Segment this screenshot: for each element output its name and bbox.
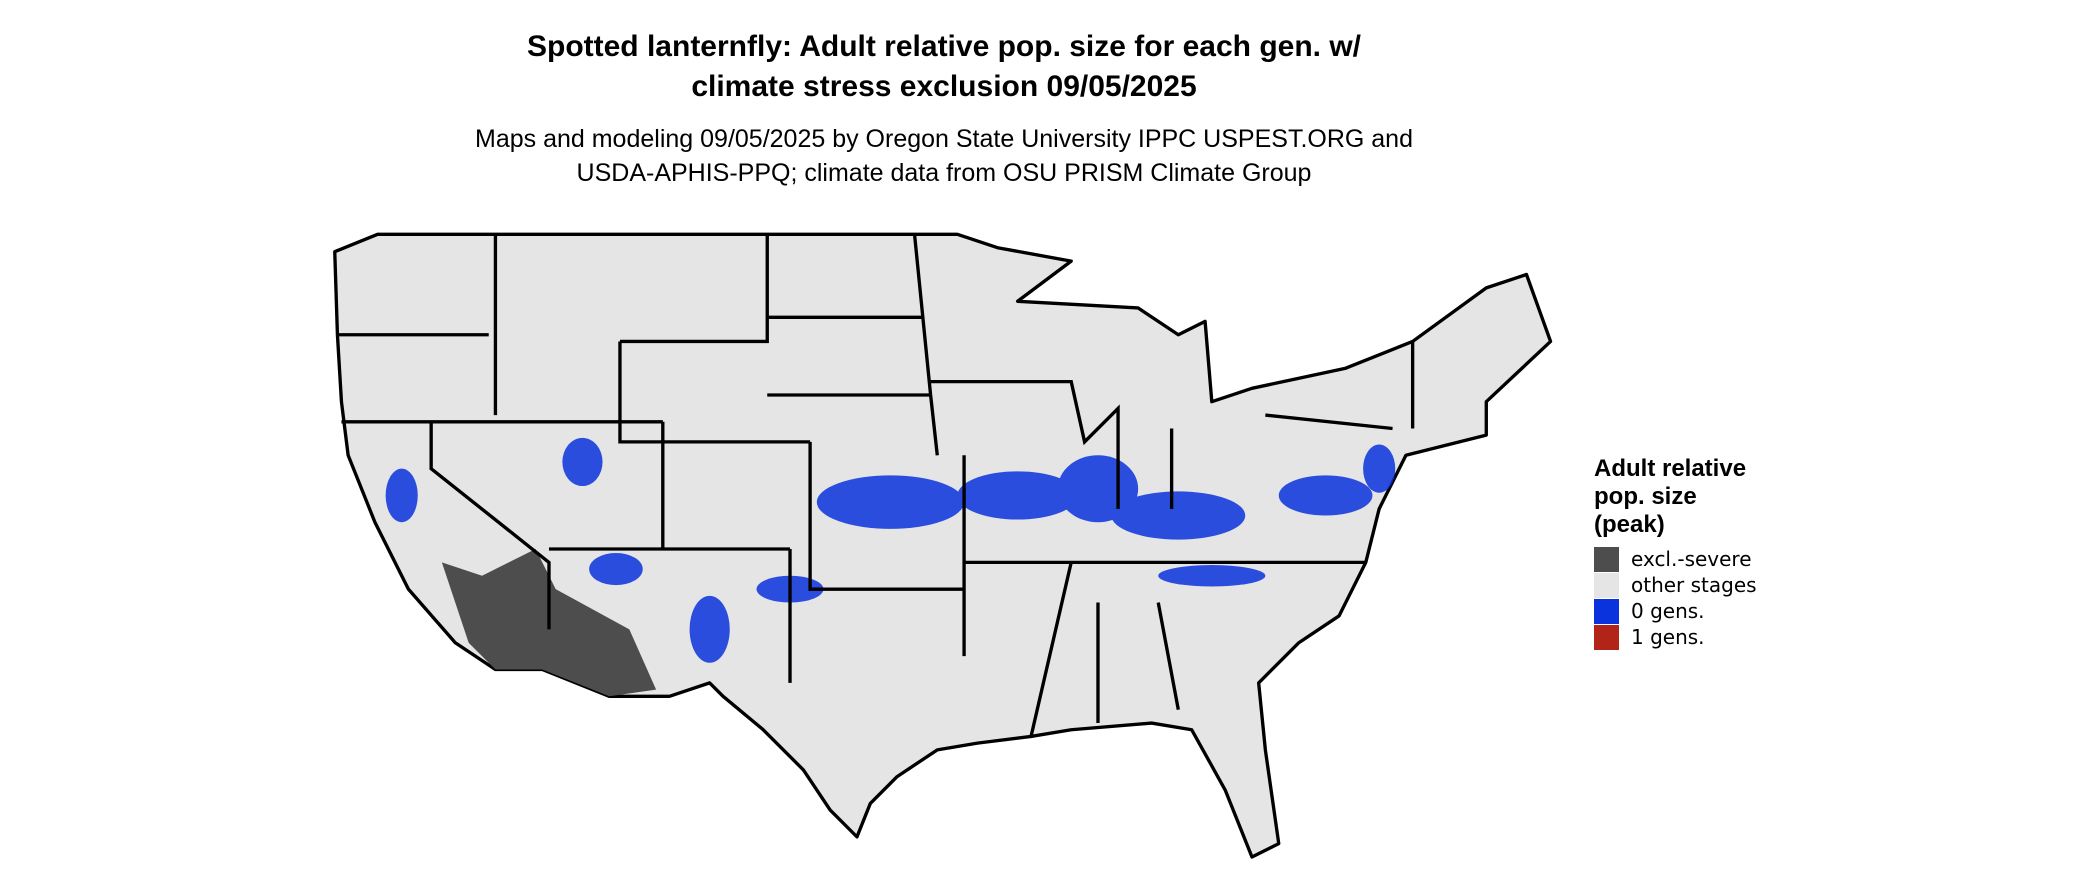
- title-line: Spotted lanternfly: Adult relative pop. …: [527, 30, 1362, 63]
- legend-title-line: pop. size: [1594, 483, 1697, 510]
- legend-label: 0 gens.: [1631, 599, 1705, 623]
- us-outline: [333, 232, 1553, 859]
- legend-swatch: [1594, 547, 1619, 572]
- subtitle-line: USDA-APHIS-PPQ; climate data from OSU PR…: [577, 159, 1312, 187]
- legend-label: other stages: [1631, 573, 1757, 597]
- subtitle-line: Maps and modeling 09/05/2025 by Oregon S…: [475, 125, 1413, 153]
- legend-title-line: Adult relative: [1594, 455, 1746, 482]
- legend-swatch: [1594, 625, 1619, 650]
- state-borders: [337, 234, 1415, 737]
- legend-swatch: [1594, 573, 1619, 598]
- legend-label: 1 gens.: [1631, 625, 1705, 649]
- us-map: [333, 232, 1553, 859]
- titles: Spotted lanternfly: Adult relative pop. …: [475, 30, 1413, 187]
- legend-label: excl.-severe: [1631, 547, 1752, 571]
- title-line: climate stress exclusion 09/05/2025: [691, 70, 1196, 103]
- legend-swatch: [1594, 599, 1619, 624]
- legend-title-line: (peak): [1594, 511, 1665, 538]
